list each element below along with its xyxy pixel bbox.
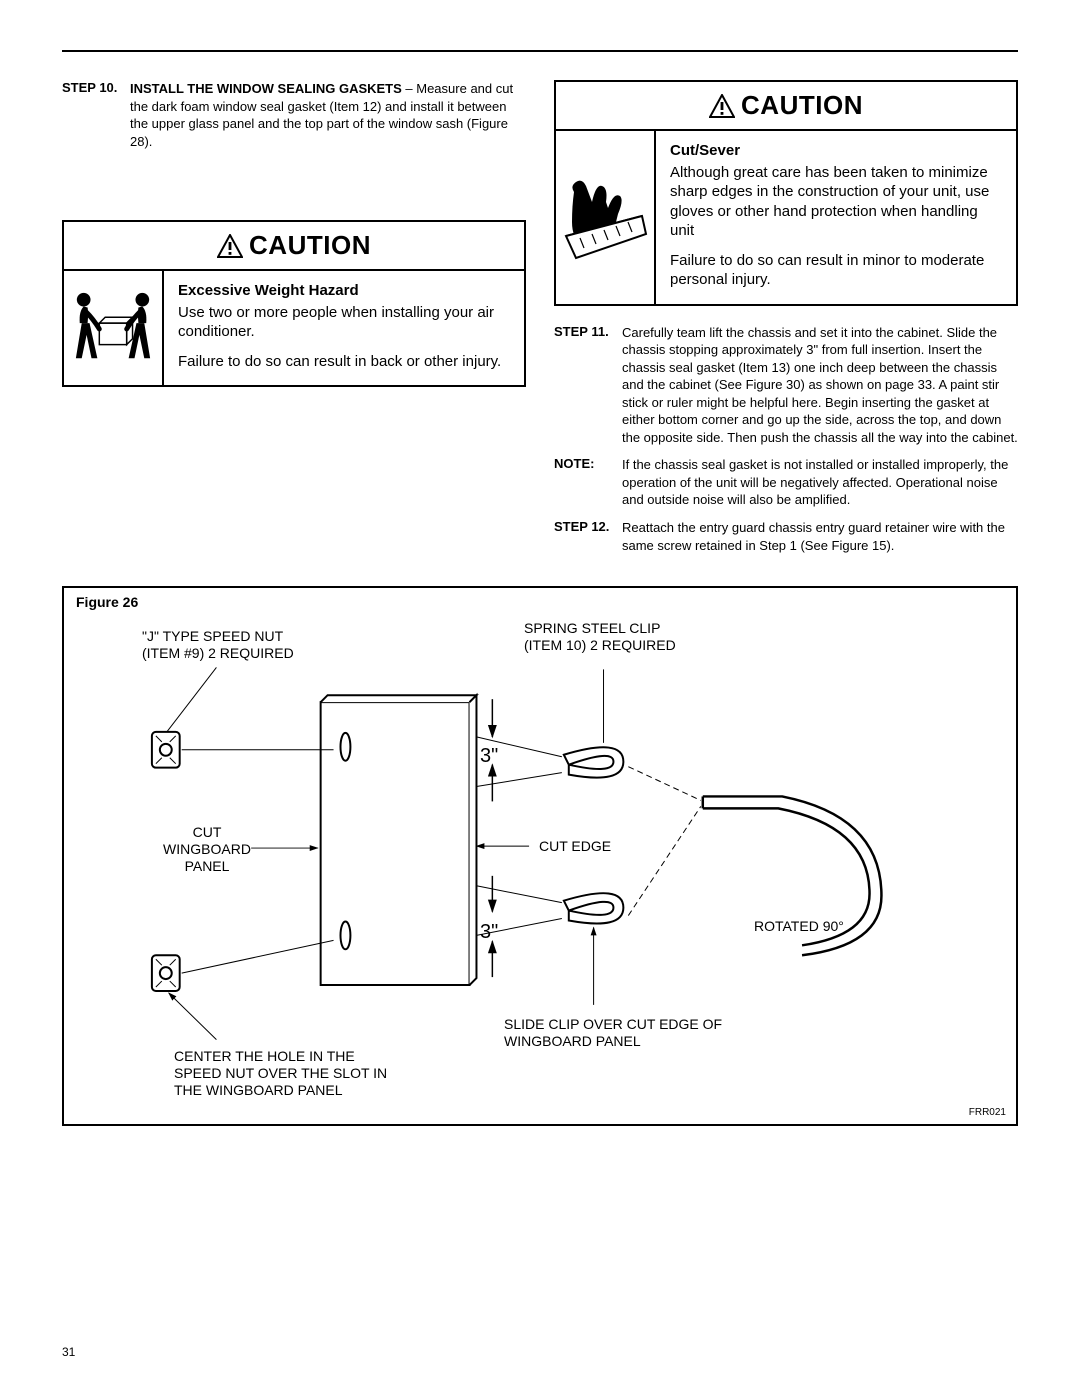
caution-p1: Use two or more people when installing y… [178,303,510,342]
caution-box-weight: CAUTION [62,220,526,387]
step-label: STEP 12. [554,519,622,554]
caution-header: CAUTION [556,82,1016,131]
right-column: CAUTION Cut/Sever Although great care h [554,80,1018,564]
clip-bottom [564,893,624,923]
caution-p1: Although great care has been taken to mi… [670,163,1002,241]
figure-diagram [64,588,1016,1124]
hand-cut-icon [562,172,648,262]
step-body: INSTALL THE WINDOW SEALING GASKETS – Mea… [130,80,526,150]
note: NOTE: If the chassis seal gasket is not … [554,456,1018,509]
page-number: 31 [62,1345,75,1359]
step-label: STEP 10. [62,80,130,150]
caution-text: Cut/Sever Although great care has been t… [656,131,1016,304]
step-11: STEP 11. Carefully team lift the chassis… [554,324,1018,447]
note-body: If the chassis seal gasket is not instal… [622,456,1018,509]
caution-icon-cell [64,271,164,385]
step-10: STEP 10. INSTALL THE WINDOW SEALING GASK… [62,80,526,150]
caution-box-cut: CAUTION Cut/Sever Although great care h [554,80,1018,306]
caution-title: CAUTION [249,230,371,260]
caution-p2: Failure to do so can result in back or o… [178,352,510,372]
caution-icon-cell [556,131,656,304]
top-rule [62,50,1018,52]
step-12: STEP 12. Reattach the entry guard chassi… [554,519,1018,554]
note-label: NOTE: [554,456,622,509]
step-body: Carefully team lift the chassis and set … [622,324,1018,447]
step-title-run: INSTALL THE WINDOW SEALING GASKETS [130,81,402,96]
caution-header: CAUTION [64,222,524,271]
two-people-lifting-icon [70,289,156,367]
left-column: STEP 10. INSTALL THE WINDOW SEALING GASK… [62,80,526,564]
caution-text: Excessive Weight Hazard Use two or more … [164,271,524,385]
step-body: Reattach the entry guard chassis entry g… [622,519,1018,554]
step-label: STEP 11. [554,324,622,447]
figure-26: Figure 26 "J" TYPE SPEED NUT (ITEM #9) 2… [62,586,1018,1126]
caution-subhead: Cut/Sever [670,141,1002,161]
caution-title: CAUTION [741,90,863,120]
two-column-layout: STEP 10. INSTALL THE WINDOW SEALING GASK… [62,80,1018,564]
warning-icon [217,234,243,258]
caution-p2: Failure to do so can result in minor to … [670,251,1002,290]
warning-icon [709,94,735,118]
clip-top [564,747,624,777]
caution-subhead: Excessive Weight Hazard [178,281,510,301]
